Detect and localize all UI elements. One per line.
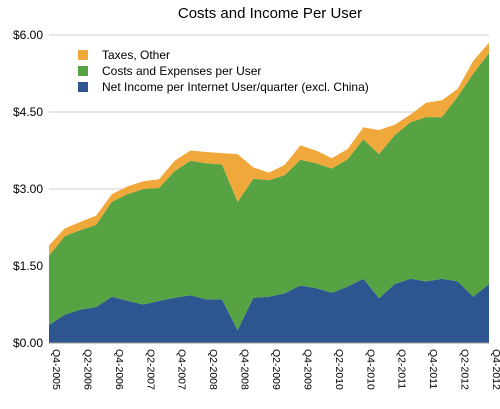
legend-label: Costs and Expenses per User	[102, 64, 261, 78]
x-tick-label: Q2-2011	[396, 349, 408, 389]
axes: $0.00 $1.50 $3.00 $4.50 $6.00 Q4-2005 Q2-2006 Q…	[13, 28, 500, 390]
legend: Taxes, Other Costs and Expenses per User N…	[78, 48, 369, 94]
x-tick-label: Q4-2005	[50, 349, 62, 390]
x-tick-label: Q2-2009	[270, 349, 282, 390]
x-tick-label: Q2-2006	[81, 349, 93, 390]
x-tick-label: Q2-2008	[207, 349, 219, 390]
legend-label: Net Income per Internet User/quarter (ex…	[102, 80, 369, 94]
area-series-1	[49, 53, 489, 331]
x-tick-label: Q2-2012	[459, 349, 471, 390]
x-tick-label: Q4-2009	[301, 349, 313, 390]
area-series-0	[49, 278, 489, 343]
legend-swatch	[78, 50, 88, 60]
chart-title: Costs and Income Per User	[178, 5, 362, 22]
legend-label: Taxes, Other	[102, 48, 170, 62]
y-tick-label: $3.00	[13, 182, 43, 196]
y-tick-label: $0.00	[13, 336, 43, 350]
x-tick-label: Q2-2010	[333, 349, 345, 390]
legend-swatch	[78, 82, 88, 92]
x-tick-label: Q4-2006	[113, 349, 125, 390]
x-tick-label: Q2-2007	[144, 349, 156, 390]
x-tick-label: Q4-2007	[176, 349, 188, 390]
x-tick-label: Q4-2012	[490, 349, 500, 390]
x-tick-label: Q4-2010	[364, 349, 376, 390]
x-tick-label: Q4-2011	[427, 349, 439, 389]
y-tick-label: $6.00	[13, 28, 43, 42]
y-tick-label: $1.50	[13, 259, 43, 273]
legend-swatch	[78, 66, 88, 76]
x-tick-label: Q4-2008	[239, 349, 251, 390]
y-tick-label: $4.50	[13, 105, 43, 119]
plot-areas	[49, 42, 489, 343]
